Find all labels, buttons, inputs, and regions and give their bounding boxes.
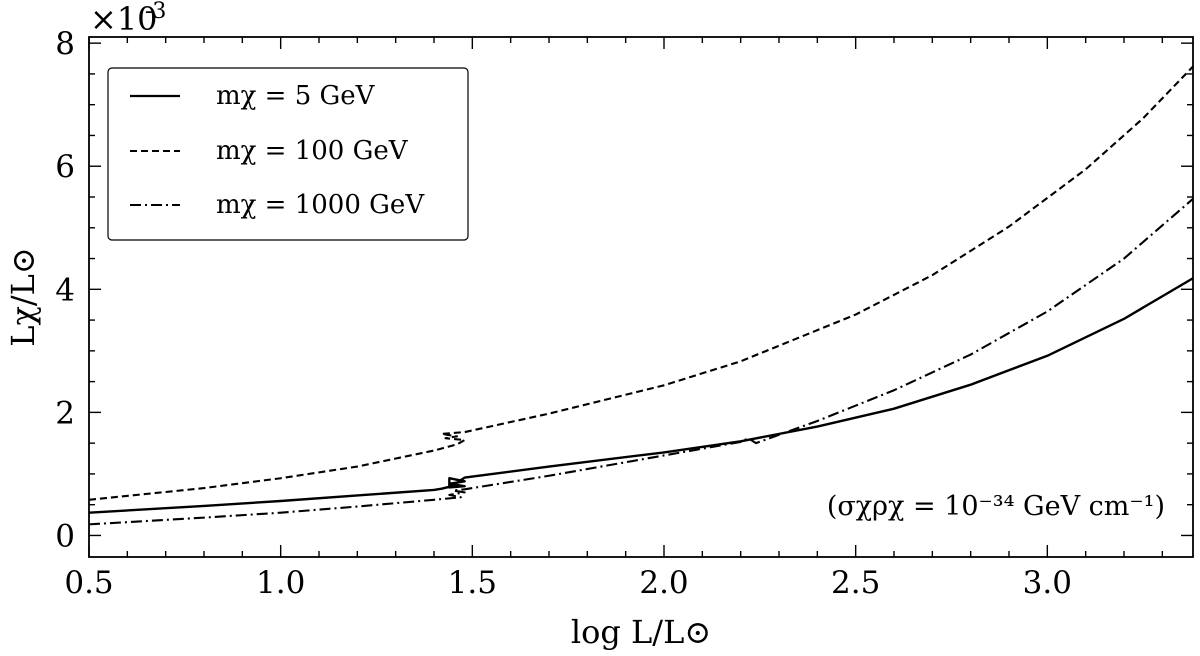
x-tick-label: 1.5	[448, 565, 497, 601]
y-tick-label: 2	[55, 395, 75, 431]
y-tick-label: 0	[55, 518, 75, 554]
annotation: (σχρχ = 10⁻³⁴ GeV cm⁻¹)	[827, 491, 1165, 522]
legend-label-100gev: mχ = 100 GeV	[216, 136, 409, 166]
y-multiplier: ×10 -3	[90, 0, 166, 38]
y-multiplier-base: ×10	[90, 0, 158, 38]
legend: mχ = 5 GeV mχ = 100 GeV mχ = 1000 GeV	[107, 67, 469, 241]
x-tick-label: 3.0	[1023, 565, 1072, 601]
y-tick-label: 4	[55, 272, 75, 308]
series-line-1000gev	[88, 198, 1194, 526]
y-axis-title: Lχ/L⊙	[4, 247, 42, 346]
x-axis-title: log L/L⊙	[571, 613, 711, 651]
legend-box	[107, 67, 469, 241]
plot-frame	[88, 36, 1194, 558]
series-line-5gev	[88, 277, 1194, 514]
y-multiplier-exponent: -3	[145, 0, 166, 24]
x-tick-label: 2.5	[831, 565, 880, 601]
legend-label-1000gev: mχ = 1000 GeV	[216, 190, 425, 220]
x-tick-label: 2.0	[639, 565, 688, 601]
x-tick-label: 0.5	[64, 565, 113, 601]
y-tick-label: 8	[55, 26, 75, 62]
legend-label-5gev: mχ = 5 GeV	[216, 81, 376, 111]
x-tick-label: 1.0	[256, 565, 305, 601]
y-tick-label: 6	[55, 149, 75, 185]
